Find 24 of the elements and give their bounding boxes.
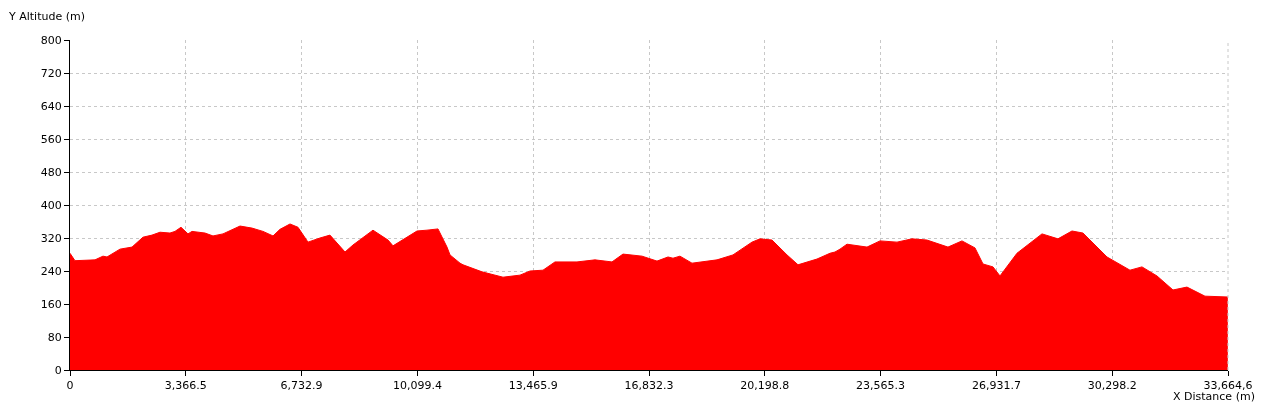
x-tick-label: 30,298.2 xyxy=(1087,379,1137,393)
x-tick-label: 6,732.9 xyxy=(280,379,323,393)
y-tick-label: 640 xyxy=(40,99,62,113)
x-tick-label: 23,565.3 xyxy=(856,379,906,393)
y-tick-label: 480 xyxy=(40,165,62,179)
y-axis-title: Y Altitude (m) xyxy=(8,10,85,23)
y-tick-label: 320 xyxy=(40,231,62,245)
x-tick-label: 26,931.7 xyxy=(971,379,1021,393)
x-tick-label: 16,832.3 xyxy=(624,379,674,393)
y-tick-label: 80 xyxy=(47,330,62,344)
x-axis-title: X Distance (m) xyxy=(1173,390,1255,403)
y-tick-label: 160 xyxy=(40,297,62,311)
y-tick-label: 720 xyxy=(40,66,62,80)
x-tick-label: 13,465.9 xyxy=(508,379,558,393)
y-tick-label: 800 xyxy=(40,33,62,47)
y-tick-label: 400 xyxy=(40,198,62,212)
y-tick-label: 0 xyxy=(54,363,62,377)
x-tick-label: 0 xyxy=(66,379,74,393)
x-tick-label: 20,198.8 xyxy=(740,379,790,393)
x-tick-label: 10,099.4 xyxy=(392,379,442,393)
y-tick-label: 240 xyxy=(40,264,62,278)
x-tick-label: 3,366.5 xyxy=(164,379,207,393)
y-tick-label: 560 xyxy=(40,132,62,146)
x-tick-label: 33,664,6 xyxy=(1203,379,1253,393)
